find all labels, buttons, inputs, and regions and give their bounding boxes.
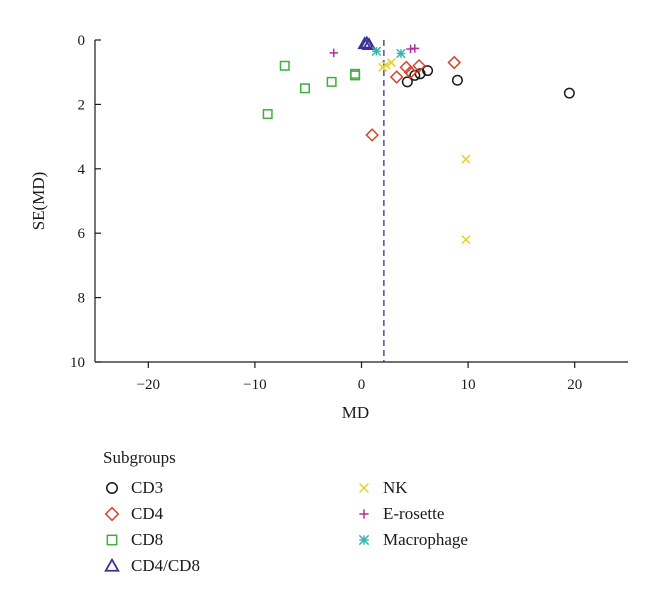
point-cd3 xyxy=(563,87,575,99)
legend-glyph xyxy=(358,534,370,546)
legend-label: NK xyxy=(383,478,408,497)
axes xyxy=(94,40,628,363)
point-e-rosette xyxy=(410,44,420,53)
point-nk xyxy=(381,60,391,70)
point-cd3 xyxy=(451,74,463,86)
point-cd8 xyxy=(262,109,273,120)
x-axis-label: MD xyxy=(342,403,369,422)
y-tick-label: 2 xyxy=(78,97,86,113)
legend-item-e-rosette: E-rosette xyxy=(355,503,444,525)
point-cd3 xyxy=(401,76,413,88)
legend-label: Macrophage xyxy=(383,530,468,549)
point-cd4-cd8 xyxy=(361,37,377,51)
point-cd4 xyxy=(403,65,418,80)
legend-label: CD8 xyxy=(131,530,164,549)
legend-label: CD3 xyxy=(131,478,164,497)
y-axis-label: SE(MD) xyxy=(29,172,48,231)
y-tick-label: 0 xyxy=(78,33,86,49)
data-points xyxy=(262,35,575,245)
x-tick-label: 20 xyxy=(567,377,582,393)
legend-glyph xyxy=(104,557,120,572)
legend-item-cd3: CD3 xyxy=(103,477,163,499)
legend-title: Subgroups xyxy=(103,448,176,467)
y-ticks: 0 2 4 6 8 10 xyxy=(70,33,101,371)
point-cd8 xyxy=(326,76,337,87)
x-tick-label: 10 xyxy=(461,377,476,393)
legend-item-cd4-cd8: CD4/CD8 xyxy=(103,555,200,577)
legend-label: E-rosette xyxy=(383,504,445,523)
legend-marker-cd8 xyxy=(106,534,118,546)
legend-label: CD4 xyxy=(131,504,164,523)
point-macrophage xyxy=(396,48,406,59)
y-tick-label: 6 xyxy=(78,226,86,242)
y-tick-label: 4 xyxy=(78,162,86,178)
point-e-rosette xyxy=(329,48,339,58)
legend-item-cd4: CD4 xyxy=(103,503,163,525)
point-cd3 xyxy=(422,65,434,77)
legend-marker-macrophage xyxy=(358,534,370,546)
legend-glyph xyxy=(106,482,118,494)
legend-glyph xyxy=(359,509,369,519)
point-cd4 xyxy=(365,128,379,142)
legend-marker-cd4-cd8 xyxy=(104,557,120,572)
point-cd8 xyxy=(300,83,311,94)
legend-marker-cd3 xyxy=(106,482,118,494)
y-tick-label: 8 xyxy=(78,291,86,307)
x-ticks: −20 −10 0 10 20 xyxy=(137,362,582,393)
legend-glyph xyxy=(104,506,120,522)
x-tick-label: −20 xyxy=(137,377,160,393)
point-macrophage xyxy=(371,46,382,57)
legend-marker-cd4 xyxy=(104,506,120,522)
x-tick-label: −10 xyxy=(243,377,266,393)
legend-item-nk: NK xyxy=(355,477,408,499)
legend-glyph xyxy=(106,534,118,546)
legend-item-macrophage: Macrophage xyxy=(355,529,468,551)
y-tick-label: 10 xyxy=(70,355,85,371)
point-cd4 xyxy=(447,55,462,70)
legend-marker-nk xyxy=(359,483,369,493)
legend: Subgroups CD3 CD4 CD8 CD4/CD8 NK E-rosette Mac… xyxy=(103,448,623,588)
point-cd8 xyxy=(350,70,361,81)
point-cd4 xyxy=(389,70,404,84)
point-cd4-cd8 xyxy=(359,35,375,49)
legend-item-cd8: CD8 xyxy=(103,529,163,551)
x-tick-label: 0 xyxy=(358,377,366,393)
point-cd4 xyxy=(412,58,426,73)
legend-marker-e-rosette xyxy=(359,509,369,519)
legend-label: CD4/CD8 xyxy=(131,556,200,575)
point-nk xyxy=(461,154,471,164)
legend-glyph xyxy=(359,483,369,493)
point-cd8 xyxy=(279,60,290,71)
point-nk xyxy=(386,58,396,68)
point-nk xyxy=(461,235,471,245)
